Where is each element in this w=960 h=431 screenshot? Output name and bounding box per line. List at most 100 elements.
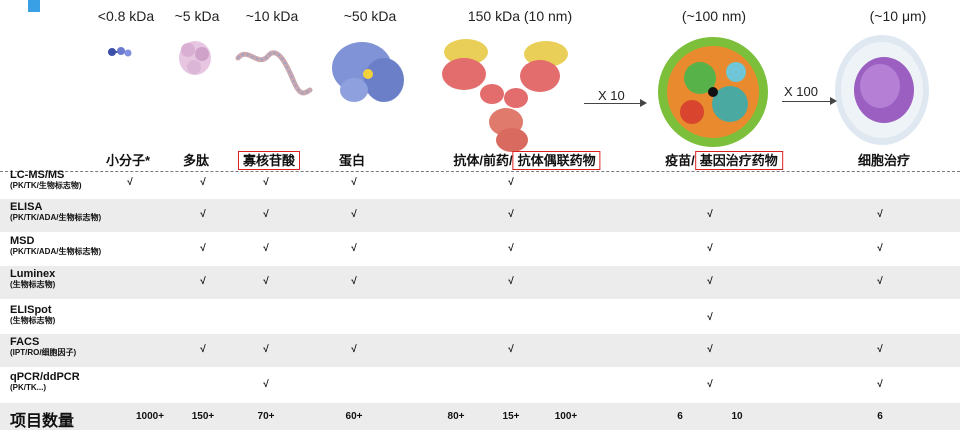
cell-image (835, 35, 929, 145)
adc-label: 抗体偶联药物 (512, 151, 601, 170)
category-vaccine: 疫苗/基因治疗药物 (665, 150, 783, 170)
check-mark: √ (351, 344, 357, 355)
category-antibody: 抗体/前药/抗体偶联药物 (453, 150, 601, 170)
check-mark: √ (263, 243, 269, 254)
check-mark: √ (707, 276, 713, 287)
row-sublabel: (IPT/RO/细胞因子) (10, 347, 77, 357)
check-mark: √ (877, 243, 883, 254)
check-mark: √ (877, 209, 883, 220)
check-mark: √ (877, 379, 883, 390)
check-mark: √ (351, 177, 357, 188)
check-mark: √ (707, 379, 713, 390)
check-mark: √ (263, 177, 269, 188)
row-label: MSD (10, 235, 35, 247)
row-label: ELISpot (10, 304, 52, 316)
project-count-row: 项目数量 1000+ 150+ 70+ 60+ 80+ 15+ 100+ 6 1… (0, 403, 960, 430)
check-mark: √ (508, 276, 514, 287)
table-row-facs: FACS (IPT/RO/细胞因子) √ √ √ √ √ √ (0, 334, 960, 367)
row-sublabel: (PK/TK/ADA/生物标志物) (10, 212, 102, 222)
arrow-x10-label: X 10 (598, 88, 625, 103)
check-mark: √ (877, 344, 883, 355)
row-sublabel: (PK/TK/ADA/生物标志物) (10, 246, 102, 256)
row-label: ELISA (10, 201, 43, 213)
category-small-molecule: 小分子* (105, 153, 151, 168)
arrow-x10-line (584, 103, 640, 104)
antibody-prefix: 抗体/前药/ (453, 153, 513, 168)
vaccine-image (658, 37, 768, 147)
row-label: LC-MS/MS (10, 169, 65, 181)
peptide-image (179, 41, 211, 75)
check-mark: √ (508, 344, 514, 355)
oligonucleotide-label: 寡核苷酸 (237, 151, 301, 170)
check-mark: √ (351, 276, 357, 287)
count-value: 60+ (345, 411, 363, 422)
arrow-x100-label: X 100 (784, 84, 818, 99)
count-value: 10 (731, 411, 743, 422)
arrow-x100-line (782, 101, 830, 102)
count-value: 100+ (554, 411, 578, 422)
check-mark: √ (263, 276, 269, 287)
category-cell-therapy: 细胞治疗 (857, 153, 911, 168)
row-sublabel: (PK/TK...) (10, 382, 46, 392)
check-mark: √ (351, 209, 357, 220)
size-peptide: ~5 kDa (174, 8, 220, 24)
check-mark: √ (200, 243, 206, 254)
vaccine-prefix: 疫苗/ (665, 153, 695, 168)
category-peptide: 多肽 (182, 153, 210, 168)
table-row-lcmsms: LC-MS/MS (PK/TK/生物标志物) √ √ √ √ √ (0, 167, 960, 200)
count-value: 150+ (191, 411, 215, 422)
count-value: 6 (877, 411, 883, 422)
protein-image (332, 42, 404, 102)
category-oligonucleotide: 寡核苷酸 (237, 150, 301, 170)
count-value: 15+ (502, 411, 520, 422)
check-mark: √ (707, 209, 713, 220)
check-mark: √ (200, 276, 206, 287)
arrow-x10-head (640, 99, 647, 107)
check-mark: √ (508, 243, 514, 254)
check-mark: √ (508, 177, 514, 188)
small-molecule-image (108, 47, 132, 57)
oligonucleotide-image (235, 50, 313, 96)
check-mark: √ (351, 243, 357, 254)
count-value: 6 (677, 411, 683, 422)
count-value: 80+ (447, 411, 465, 422)
row-label: Luminex (10, 268, 56, 280)
size-cell: (~10 μm) (869, 8, 927, 24)
check-mark: √ (200, 209, 206, 220)
count-value: 1000+ (135, 411, 165, 422)
project-count-label: 项目数量 (10, 413, 75, 430)
check-mark: √ (707, 243, 713, 254)
check-mark: √ (707, 344, 713, 355)
header-divider (0, 171, 960, 172)
check-mark: √ (200, 177, 206, 188)
row-sublabel: (生物标志物) (10, 279, 56, 289)
table-row-msd: MSD (PK/TK/ADA/生物标志物) √ √ √ √ √ √ (0, 233, 960, 266)
check-mark: √ (200, 344, 206, 355)
size-vaccine: (~100 nm) (681, 8, 747, 24)
check-mark: √ (877, 276, 883, 287)
size-oligonucleotide: ~10 kDa (245, 8, 299, 24)
table-row-luminex: Luminex (生物标志物) √ √ √ √ √ √ (0, 266, 960, 299)
check-mark: √ (263, 379, 269, 390)
category-protein: 蛋白 (338, 153, 366, 168)
check-mark: √ (508, 209, 514, 220)
gene-therapy-label: 基因治疗药物 (694, 151, 783, 170)
row-label: FACS (10, 336, 40, 348)
corner-accent (28, 0, 40, 12)
size-protein: ~50 kDa (343, 8, 397, 24)
check-mark: √ (127, 177, 133, 188)
check-mark: √ (263, 209, 269, 220)
row-sublabel: (生物标志物) (10, 315, 56, 325)
check-mark: √ (263, 344, 269, 355)
check-mark: √ (707, 312, 713, 323)
count-value: 70+ (257, 411, 275, 422)
row-sublabel: (PK/TK/生物标志物) (10, 180, 82, 190)
row-label: qPCR/ddPCR (10, 371, 80, 383)
table-row-qpcr: qPCR/ddPCR (PK/TK...) √ √ √ (0, 369, 960, 402)
size-antibody: 150 kDa (10 nm) (467, 8, 573, 24)
table-row-elispot: ELISpot (生物标志物) √ (0, 302, 960, 335)
antibody-image (442, 39, 568, 152)
arrow-x100-head (830, 97, 837, 105)
table-row-elisa: ELISA (PK/TK/ADA/生物标志物) √ √ √ √ √ √ (0, 199, 960, 232)
size-small-molecule: <0.8 kDa (97, 8, 155, 24)
